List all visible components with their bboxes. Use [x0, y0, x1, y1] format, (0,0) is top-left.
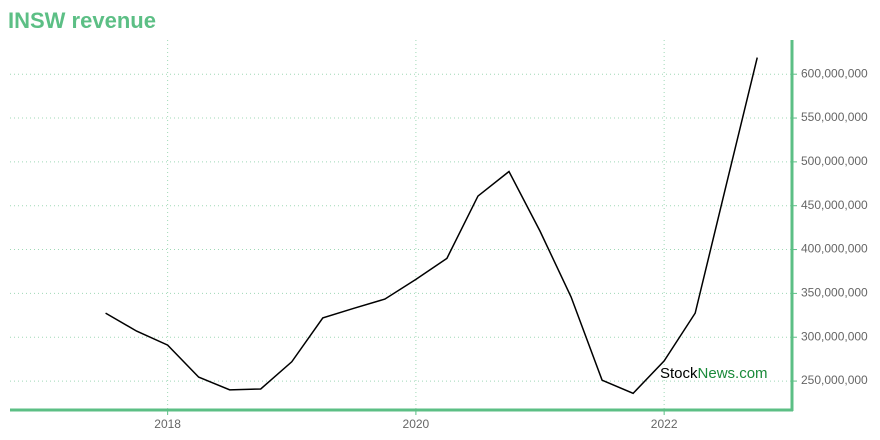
y-tick-label: 400,000,000 — [801, 242, 868, 256]
chart-title: INSW revenue — [8, 8, 156, 33]
x-tick-label: 2022 — [651, 417, 678, 431]
series-line — [105, 57, 758, 395]
x-tick-label: 2018 — [154, 417, 181, 431]
y-tick-label: 300,000,000 — [801, 329, 868, 343]
watermark-news: News.com — [698, 365, 768, 382]
y-tick-label: 250,000,000 — [801, 373, 868, 387]
y-tick-label: 450,000,000 — [801, 198, 868, 212]
watermark-stock: Stock — [660, 365, 698, 382]
watermark: StockNews.com — [660, 365, 768, 382]
y-tick-label: 600,000,000 — [801, 66, 868, 80]
y-tick-label: 550,000,000 — [801, 110, 868, 124]
y-tick-label: 500,000,000 — [801, 154, 868, 168]
y-tick-label: 350,000,000 — [801, 286, 868, 300]
x-tick-label: 2020 — [403, 417, 430, 431]
